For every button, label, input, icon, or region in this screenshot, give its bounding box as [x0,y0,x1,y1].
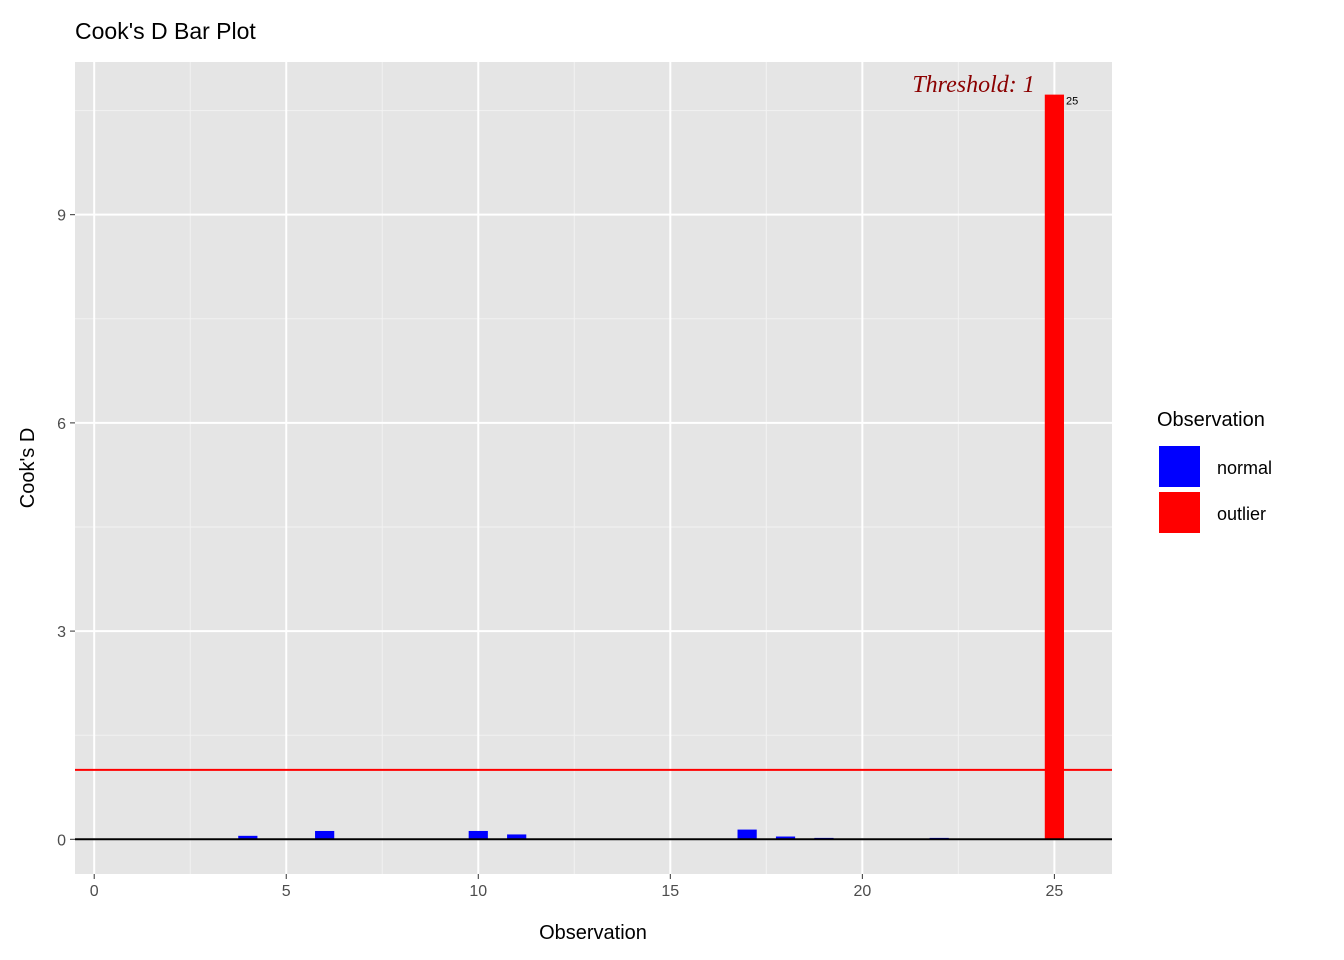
y-tick-label: 0 [57,832,66,849]
x-tick-label: 25 [1045,883,1063,900]
x-axis-label: Observation [539,922,647,944]
bar-normal [775,836,796,840]
bar-normal [315,830,335,840]
bar-normal [507,834,527,840]
x-tick-label: 5 [282,883,291,900]
bar-normal [468,830,488,840]
y-tick-label: 3 [57,624,66,641]
x-tick-label: 15 [661,883,679,900]
x-tick-label: 20 [853,883,871,900]
legend-swatch-normal [1157,444,1202,489]
bar-normal [737,829,757,840]
legend-label-outlier: outlier [1217,504,1266,524]
bar-outlier [1044,94,1064,840]
plot-panel [75,62,1112,874]
threshold-label: Threshold: 1 [912,72,1034,98]
y-tick-label: 6 [57,416,66,433]
y-axis-label: Cook's D [17,428,39,509]
bar-label: 25 [1066,96,1078,108]
legend-label-normal: normal [1217,458,1272,478]
x-tick-label: 10 [469,883,487,900]
chart-title: Cook's D Bar Plot [75,18,256,44]
legend-swatch-outlier [1157,490,1202,535]
legend-title: Observation [1157,409,1265,431]
y-tick-label: 9 [57,208,66,225]
x-tick-label: 0 [90,883,99,900]
bar-normal [238,835,258,840]
